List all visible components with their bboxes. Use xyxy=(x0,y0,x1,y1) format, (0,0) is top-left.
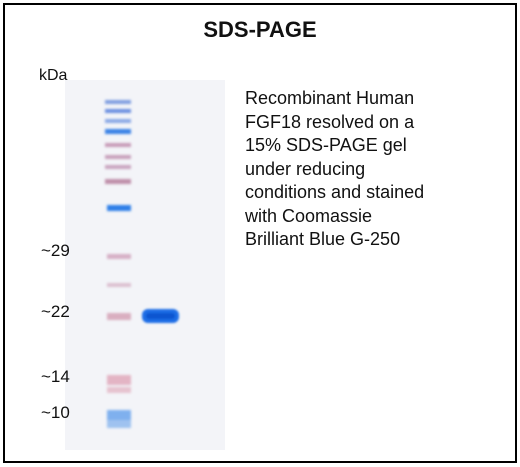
ladder-lane xyxy=(105,100,131,428)
marker-label: ~14 xyxy=(41,367,70,386)
marker-label: ~10 xyxy=(41,403,70,422)
caption-line: Brilliant Blue G-250 xyxy=(245,229,401,249)
caption: Recombinant Human FGF18 resolved on a 15% … xyxy=(245,87,424,252)
caption-line: with Coomassie xyxy=(245,205,373,226)
caption-line: Recombinant Human xyxy=(245,88,415,108)
figure-frame: SDS-PAGE kDa ~2 xyxy=(3,3,517,463)
gel-image xyxy=(65,80,225,450)
gel-background xyxy=(65,80,225,450)
marker-label: ~22 xyxy=(41,302,70,321)
caption-line: 15% SDS-PAGE gel xyxy=(245,135,407,155)
unit-label: kDa xyxy=(39,67,68,84)
title: SDS-PAGE xyxy=(203,17,317,42)
caption-line: FGF18 resolved on a xyxy=(245,111,415,132)
marker-label: ~29 xyxy=(41,241,70,260)
caption-line: conditions and stained xyxy=(245,182,425,202)
caption-line: under reducing xyxy=(245,158,366,179)
sample-band xyxy=(142,309,179,323)
